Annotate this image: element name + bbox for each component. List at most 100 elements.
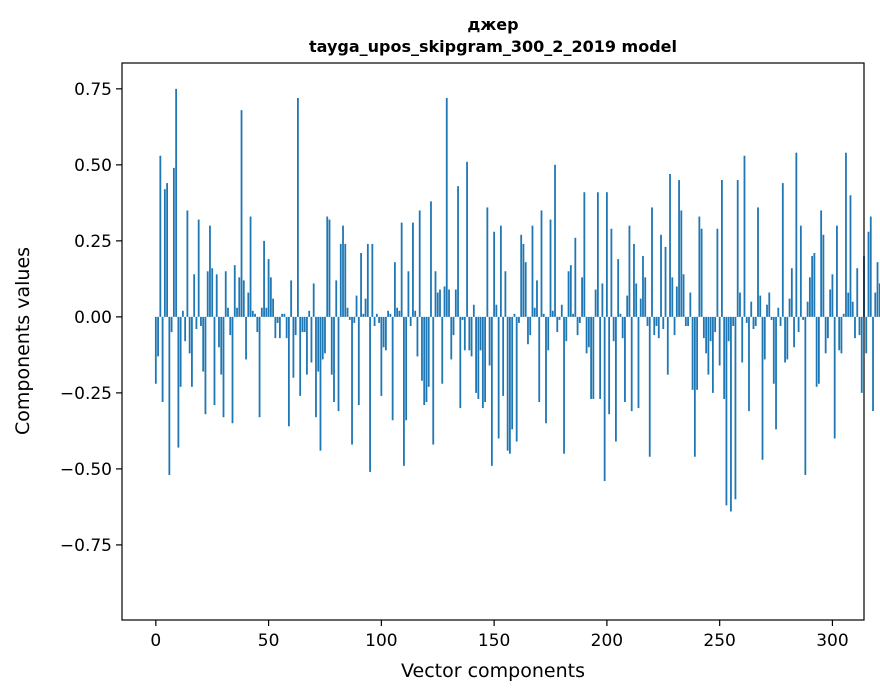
bar-52: [272, 298, 274, 317]
bar-196: [596, 192, 599, 317]
bar-208: [624, 316, 626, 402]
bar-8: [172, 167, 175, 317]
bar-201: [608, 316, 611, 415]
y-axis: −0.75 −0.50 −0.25 0.00 0.25 0.50 0.75: [60, 80, 122, 556]
bar-295: [820, 210, 823, 317]
bar-227: [666, 316, 669, 375]
bar-87: [351, 316, 353, 445]
bar-200: [605, 192, 608, 317]
bar-21: [202, 316, 205, 372]
bar-106: [393, 262, 396, 317]
bar-0: [154, 316, 157, 384]
bar-179: [558, 316, 561, 320]
bar-260: [741, 316, 744, 363]
bar-14: [186, 210, 189, 317]
bar-127: [441, 316, 444, 384]
bar-26: [213, 316, 216, 406]
bar-55: [278, 316, 281, 339]
bar-274: [772, 316, 775, 384]
bar-107: [396, 307, 399, 317]
bar-160: [515, 316, 518, 442]
bar-103: [387, 310, 390, 317]
bar-288: [804, 316, 807, 475]
bar-233: [680, 210, 683, 317]
bar-167: [531, 225, 534, 317]
bar-188: [578, 316, 581, 323]
bar-193: [590, 316, 592, 399]
bar-211: [630, 316, 633, 412]
bar-282: [790, 268, 793, 317]
bar-108: [398, 310, 401, 317]
bar-15: [188, 316, 191, 354]
bar-236: [687, 316, 689, 326]
bar-1: [157, 316, 159, 357]
bar-147: [486, 207, 489, 317]
bar-215: [639, 298, 642, 317]
bar-79: [333, 316, 335, 402]
bar-223: [657, 316, 660, 339]
bar-169: [536, 280, 538, 317]
bar-115: [414, 310, 417, 317]
bar-25: [211, 268, 214, 317]
bar-85: [346, 307, 349, 317]
bar-175: [549, 219, 552, 317]
bar-131: [450, 316, 453, 360]
bar-80: [335, 280, 338, 317]
bar-130: [448, 289, 450, 317]
bar-290: [808, 277, 811, 317]
bar-212: [633, 243, 635, 317]
bar-118: [421, 316, 423, 381]
bar-306: [845, 152, 847, 317]
bar-305: [842, 313, 845, 317]
bar-197: [599, 316, 602, 399]
bar-307: [847, 292, 850, 317]
bar-214: [637, 316, 640, 409]
bar-308: [849, 195, 852, 317]
bar-177: [554, 164, 556, 317]
bar-226: [664, 246, 667, 317]
bar-174: [547, 316, 550, 351]
y-tick-label: −0.50: [60, 460, 112, 480]
bar-266: [754, 316, 757, 326]
bar-217: [644, 277, 647, 317]
bar-278: [781, 183, 784, 317]
bar-246: [709, 316, 712, 342]
bar-117: [418, 210, 421, 317]
bar-62: [294, 316, 297, 336]
bar-207: [621, 316, 624, 339]
bar-75: [324, 316, 326, 354]
bar-64: [299, 316, 302, 396]
bar-265: [752, 316, 755, 330]
bar-95: [369, 316, 371, 472]
bar-34: [231, 316, 234, 424]
bar-191: [585, 316, 588, 354]
bar-301: [833, 316, 836, 439]
bar-294: [817, 316, 820, 384]
bar-158: [511, 316, 514, 430]
bar-72: [317, 316, 320, 372]
bar-321: [878, 283, 880, 317]
bar-237: [689, 292, 692, 317]
bar-41: [247, 292, 250, 317]
bar-194: [592, 316, 595, 399]
bar-187: [576, 316, 579, 336]
bar-166: [529, 316, 532, 336]
bar-213: [635, 283, 638, 317]
bar-287: [802, 316, 804, 320]
bar-157: [509, 316, 511, 454]
bar-3: [161, 316, 164, 402]
bar-244: [705, 316, 708, 354]
bar-16: [191, 316, 193, 387]
bar-185: [572, 313, 574, 317]
bar-17: [193, 274, 196, 317]
bar-151: [495, 304, 498, 317]
bar-232: [678, 180, 680, 317]
bar-255: [730, 316, 732, 512]
bar-54: [276, 316, 279, 323]
bar-293: [815, 316, 818, 387]
bar-309: [851, 301, 854, 317]
bar-245: [707, 316, 710, 375]
bar-220: [651, 207, 653, 317]
